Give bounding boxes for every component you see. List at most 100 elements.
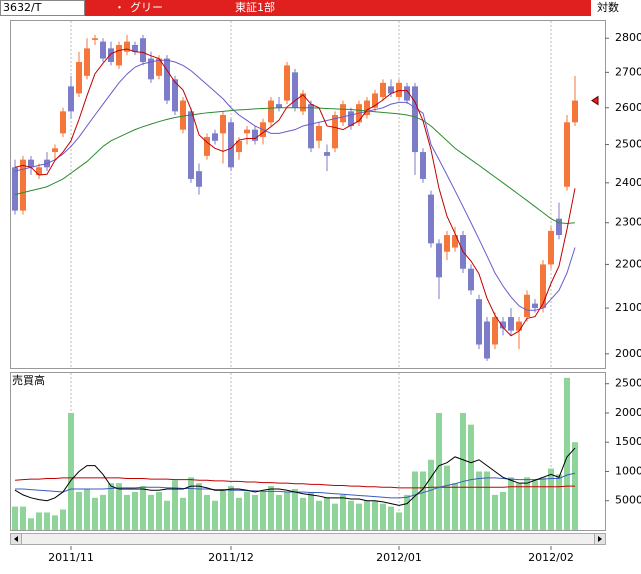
candle-body bbox=[292, 72, 298, 108]
volume-bar bbox=[52, 515, 58, 530]
volume-bar bbox=[12, 506, 18, 530]
volume-bar bbox=[60, 509, 66, 530]
volume-bar bbox=[428, 459, 434, 530]
candle-body bbox=[324, 152, 330, 156]
volume-bar bbox=[276, 494, 282, 530]
candle-body bbox=[68, 86, 74, 112]
candle-body bbox=[140, 38, 146, 62]
candle-body bbox=[60, 111, 66, 134]
candle-body bbox=[196, 171, 202, 187]
candle-body bbox=[124, 41, 130, 52]
arrow-right bbox=[598, 536, 602, 542]
y-tick-label: 25000 bbox=[615, 377, 641, 390]
volume-bar bbox=[244, 491, 250, 530]
candle-body bbox=[236, 140, 242, 153]
candle-body bbox=[524, 294, 530, 318]
volume-title: 売買高 bbox=[12, 373, 45, 387]
y-tick-label: 2000 bbox=[615, 347, 641, 360]
volume-bar bbox=[140, 486, 146, 530]
volume-bar bbox=[324, 497, 330, 530]
y-tick-label: 15000 bbox=[615, 435, 641, 448]
volume-bar bbox=[116, 483, 122, 530]
volume-bar bbox=[44, 512, 50, 530]
candle-body bbox=[276, 104, 282, 108]
candle-body bbox=[564, 122, 570, 187]
volume-bar bbox=[68, 412, 74, 530]
scrollbar[interactable] bbox=[10, 533, 606, 545]
candle-body bbox=[308, 104, 314, 149]
moving-average-line bbox=[14, 107, 576, 225]
candle-body bbox=[436, 243, 442, 278]
volume-bar bbox=[196, 483, 202, 530]
x-tick-label: 2012/02 bbox=[528, 551, 574, 564]
volume-bar bbox=[268, 486, 274, 530]
candle-body bbox=[412, 86, 418, 153]
price-panel bbox=[10, 20, 606, 369]
volume-bar bbox=[132, 491, 138, 530]
candle-body bbox=[76, 61, 82, 94]
volume-bar bbox=[260, 491, 266, 530]
last-price-marker bbox=[591, 95, 599, 106]
candle-body bbox=[228, 122, 234, 168]
volume-bar bbox=[500, 491, 506, 530]
candle-body bbox=[28, 159, 34, 168]
code-box bbox=[0, 0, 85, 16]
y-tick-label: 2600 bbox=[615, 101, 641, 114]
volume-bar bbox=[220, 489, 226, 530]
candle-body bbox=[492, 317, 498, 345]
market: 東証1部 bbox=[235, 0, 275, 14]
candle-body bbox=[132, 44, 138, 52]
candle-body bbox=[268, 100, 274, 123]
x-tick-label: 2012/01 bbox=[376, 551, 422, 564]
volume-bar bbox=[444, 465, 450, 530]
candle-body bbox=[100, 41, 106, 59]
candle-body bbox=[556, 218, 562, 236]
volume-bar bbox=[100, 494, 106, 530]
candle-body bbox=[332, 114, 338, 149]
title-bar bbox=[85, 0, 591, 16]
scale-toggle[interactable]: 対数 bbox=[597, 0, 619, 14]
volume-bar bbox=[300, 497, 306, 530]
volume-bar bbox=[396, 512, 402, 530]
volume-bar bbox=[292, 489, 298, 530]
volume-bar bbox=[284, 491, 290, 530]
candle-body bbox=[180, 100, 186, 130]
volume-bar bbox=[332, 503, 338, 530]
candle-body bbox=[12, 167, 18, 211]
volume-bar bbox=[516, 483, 522, 530]
candle-body bbox=[508, 317, 514, 331]
candle-body bbox=[148, 58, 154, 80]
volume-bar bbox=[468, 424, 474, 530]
moving-average-line bbox=[14, 59, 576, 311]
scroll-track[interactable] bbox=[10, 533, 606, 545]
y-tick-label: 2200 bbox=[615, 257, 641, 270]
volume-bar bbox=[252, 494, 258, 530]
volume-bar bbox=[84, 489, 90, 530]
candle-body bbox=[316, 125, 322, 141]
volume-bar bbox=[156, 491, 162, 530]
volume-bar bbox=[476, 471, 482, 530]
volume-bar bbox=[340, 494, 346, 530]
candle-body bbox=[396, 82, 402, 97]
y-tick-label: 2100 bbox=[615, 301, 641, 314]
y-tick-label: 2300 bbox=[615, 216, 641, 229]
candle-body bbox=[420, 152, 426, 179]
volume-bar bbox=[564, 377, 570, 530]
volume-bar bbox=[348, 500, 354, 530]
volume-bar bbox=[484, 471, 490, 530]
volume-bar bbox=[308, 491, 314, 530]
candle-body bbox=[20, 159, 26, 211]
volume-bar bbox=[148, 494, 154, 530]
candle-body bbox=[532, 303, 538, 309]
candle-body bbox=[52, 148, 58, 153]
x-tick-label: 2011/12 bbox=[208, 551, 254, 564]
candle-body bbox=[364, 100, 370, 115]
candle-body bbox=[156, 58, 162, 76]
volume-bar bbox=[124, 494, 130, 530]
candle-body bbox=[164, 58, 170, 101]
candle-body bbox=[36, 167, 42, 176]
candle-body bbox=[452, 235, 458, 248]
volume-bar bbox=[204, 494, 210, 530]
volume-bar bbox=[452, 483, 458, 530]
